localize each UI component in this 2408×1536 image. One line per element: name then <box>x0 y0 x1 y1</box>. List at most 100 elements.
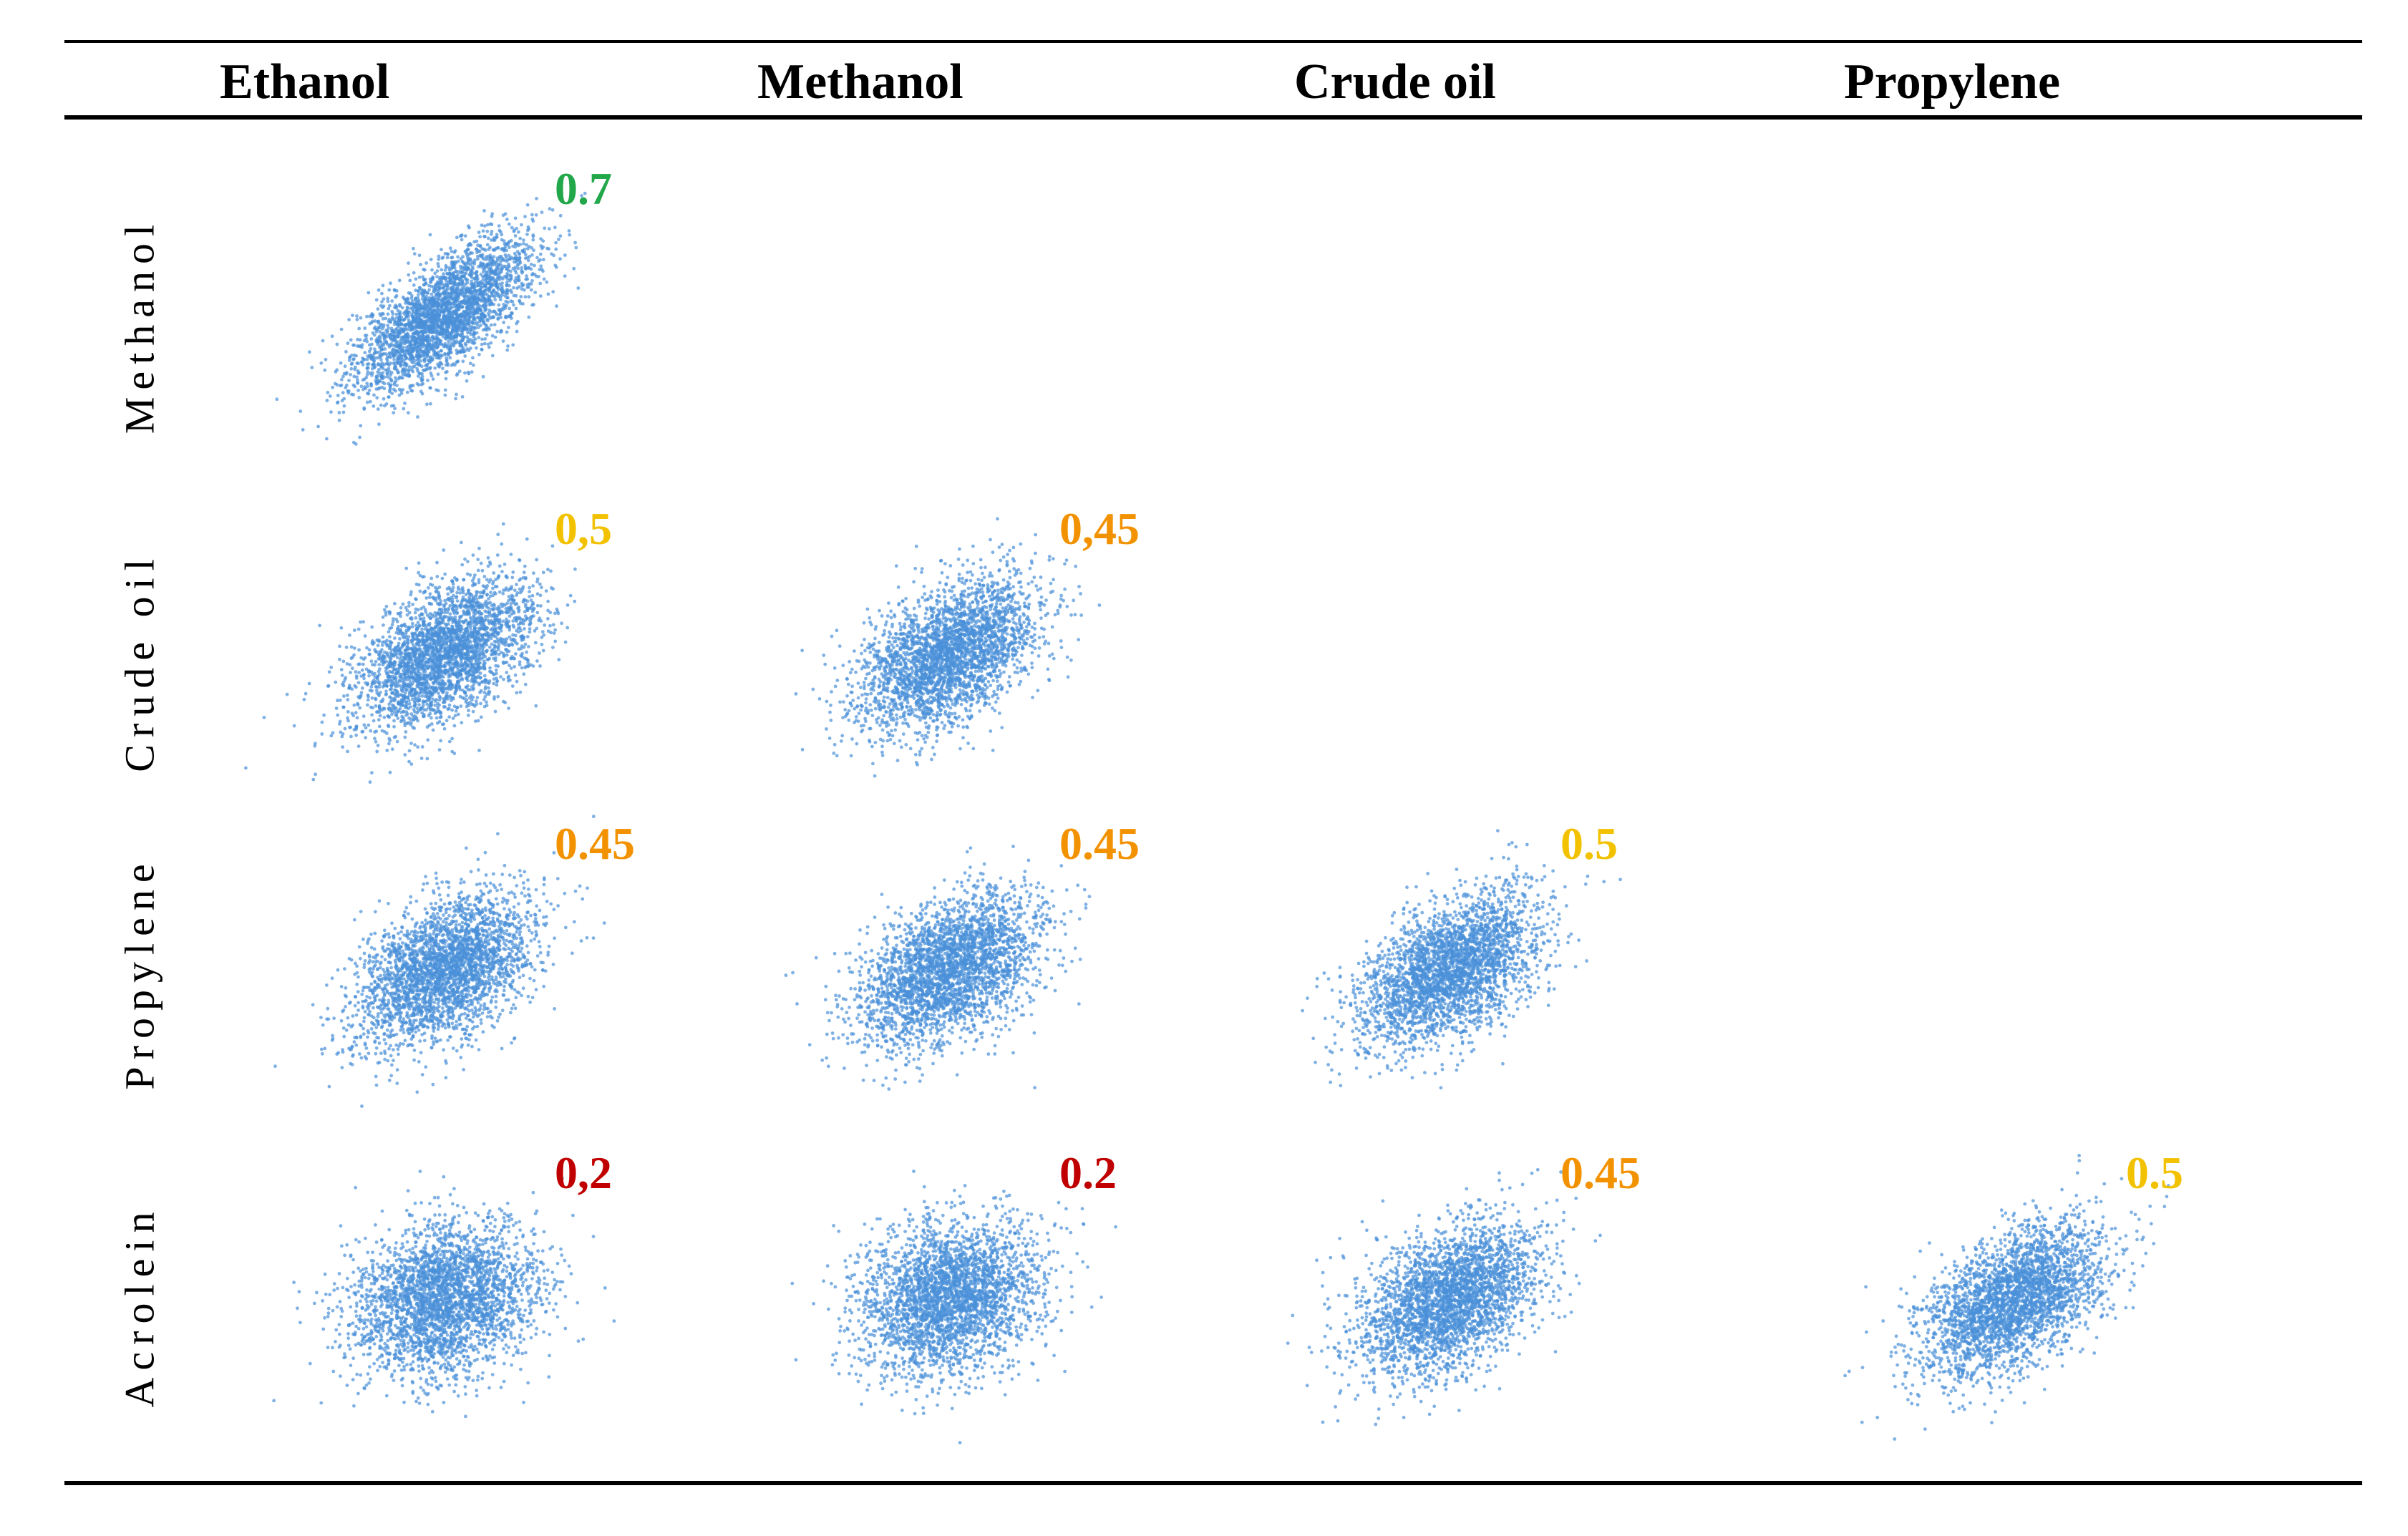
data-point <box>387 288 391 292</box>
data-point <box>345 371 349 374</box>
data-point <box>331 334 334 338</box>
data-point <box>480 348 484 351</box>
data-point <box>341 375 345 379</box>
data-point <box>497 303 501 307</box>
data-point <box>422 268 425 271</box>
data-point <box>365 381 369 385</box>
data-point <box>362 407 366 411</box>
data-point <box>444 371 447 374</box>
data-point <box>444 252 447 256</box>
data-point <box>485 230 489 233</box>
data-point <box>525 274 528 278</box>
data-point <box>537 275 540 278</box>
data-point <box>445 264 448 268</box>
data-point <box>342 411 346 414</box>
data-point <box>497 224 501 228</box>
data-point <box>363 326 366 330</box>
data-point <box>417 293 420 296</box>
data-point <box>539 237 543 240</box>
data-point <box>392 404 396 407</box>
scatter-panel-methanol-vs-ethanol: 0.7 <box>275 163 612 446</box>
data-point <box>338 411 341 414</box>
data-point <box>412 271 416 275</box>
data-point <box>355 314 359 318</box>
data-point <box>445 377 448 381</box>
data-point <box>391 316 394 319</box>
data-point <box>372 394 376 397</box>
data-point <box>412 283 416 287</box>
data-point <box>510 226 514 230</box>
data-point <box>554 241 558 245</box>
data-point <box>530 288 533 292</box>
data-point <box>369 347 373 351</box>
data-point <box>540 210 544 214</box>
data-point <box>539 253 543 256</box>
scatter-matrix: 0.70,5 0,450.45 0.45 0.50,2 0.2 0.45 0.5 <box>0 0 2408 1536</box>
data-point <box>463 371 467 375</box>
data-point <box>557 238 560 241</box>
data-point <box>487 237 490 240</box>
data-point <box>298 409 302 413</box>
data-point <box>339 361 343 365</box>
data-point <box>326 391 330 394</box>
data-point <box>527 316 530 319</box>
data-point <box>407 273 410 277</box>
data-point <box>416 369 419 373</box>
data-point <box>363 351 366 354</box>
data-point <box>372 404 375 408</box>
data-point <box>480 343 484 346</box>
data-point <box>517 230 520 234</box>
data-point <box>308 350 311 354</box>
data-point <box>319 361 323 365</box>
data-point <box>473 258 477 262</box>
data-point <box>429 387 432 390</box>
data-point <box>325 437 329 441</box>
data-point <box>470 370 474 374</box>
data-point <box>429 285 433 288</box>
data-point <box>515 330 519 334</box>
data-point <box>349 339 353 342</box>
data-point <box>344 350 348 354</box>
data-point <box>354 366 357 369</box>
data-point <box>533 291 537 294</box>
data-point <box>310 366 314 369</box>
data-point <box>408 279 412 283</box>
data-point <box>467 372 471 376</box>
data-point <box>530 279 534 283</box>
data-point <box>437 258 440 261</box>
data-point <box>427 288 431 292</box>
data-point <box>464 234 467 238</box>
data-point <box>361 379 365 382</box>
data-point <box>429 293 433 296</box>
data-point <box>437 372 440 376</box>
data-point <box>539 294 543 298</box>
data-point <box>548 227 551 230</box>
data-point <box>538 282 542 286</box>
data-point <box>403 402 407 405</box>
data-point <box>335 368 339 371</box>
data-point <box>398 394 402 397</box>
data-point <box>382 297 386 301</box>
data-point <box>354 442 358 446</box>
data-point <box>390 299 394 303</box>
data-point <box>402 407 405 411</box>
data-point <box>480 338 484 341</box>
data-point <box>340 328 344 331</box>
data-point <box>394 389 397 393</box>
data-point <box>379 358 383 361</box>
data-point <box>515 307 518 311</box>
data-point <box>444 394 447 397</box>
data-point <box>482 375 485 379</box>
data-point <box>407 314 410 318</box>
data-point <box>502 339 505 343</box>
data-point <box>478 235 482 238</box>
data-point <box>523 288 526 292</box>
data-point <box>380 292 384 296</box>
data-point <box>558 257 562 261</box>
data-point <box>359 424 362 427</box>
data-point <box>418 253 422 257</box>
data-point <box>338 419 341 422</box>
data-point <box>538 268 542 271</box>
data-point <box>513 230 516 233</box>
data-point <box>429 402 432 406</box>
